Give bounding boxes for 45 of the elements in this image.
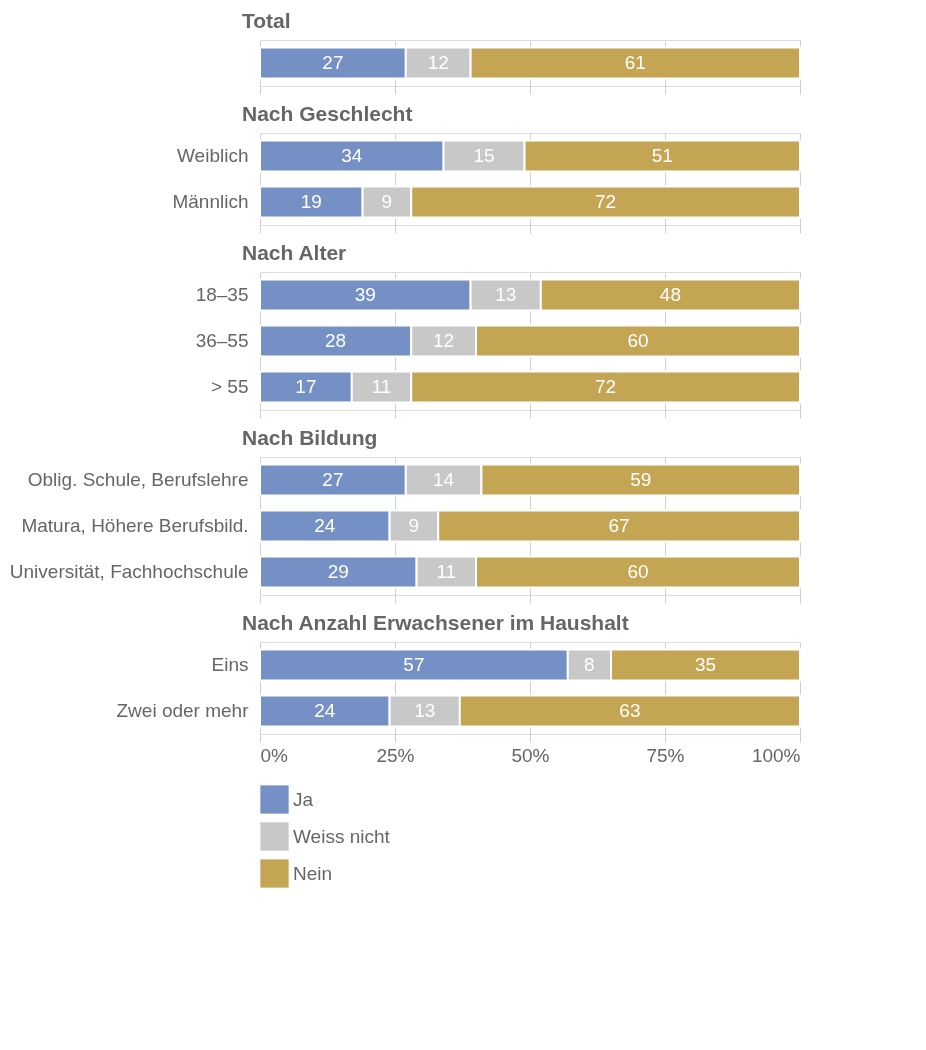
data-label: 29 [327,561,349,582]
data-label: 59 [630,469,652,490]
y-tick-label: 18–35 [195,284,249,305]
y-tick-label: Eins [211,654,249,675]
chart-title: Nach Geschlecht [242,102,413,125]
legend-label: Nein [293,862,333,884]
y-tick-label: Weiblich [177,145,249,166]
y-tick-label: Männlich [172,191,249,212]
chart-title: Nach Anzahl Erwachsener im Haushalt [242,611,629,634]
data-label: 60 [627,561,649,582]
data-label: 27 [322,469,344,490]
data-label: 51 [651,145,673,166]
data-label: 60 [627,330,649,351]
x-tick-label: 0% [260,744,289,766]
y-tick-label: Matura, Höhere Berufsbild. [21,515,249,536]
legend-label: Ja [293,788,314,810]
y-tick-label: 36–55 [195,330,249,351]
y-tick-label: Universität, Fachhochschule [9,561,249,582]
data-label: 24 [314,515,336,536]
data-label: 24 [314,700,336,721]
data-label: 57 [403,654,425,675]
data-label: 19 [300,191,322,212]
data-label: 27 [322,52,344,73]
data-label: 72 [595,376,617,397]
y-tick-label: > 55 [210,376,249,397]
chart-title: Nach Alter [242,241,347,264]
data-label: 67 [608,515,630,536]
x-tick-label: 75% [646,744,685,766]
data-label: 39 [354,284,376,305]
x-tick-label: 100% [751,744,801,766]
data-label: 17 [295,376,317,397]
y-tick-label: Oblig. Schule, Berufslehre [27,469,249,490]
chart-title: Total [242,9,291,32]
data-label: 63 [619,700,641,721]
data-label: 28 [325,330,347,351]
x-tick-label: 25% [376,744,415,766]
data-label: 35 [694,654,717,675]
data-label: 34 [341,145,363,166]
data-label: 48 [659,284,681,305]
chart-title: Nach Bildung [242,426,378,449]
legend-label: Weiss nicht [293,825,391,847]
data-label: 61 [624,52,646,73]
data-label: 72 [595,191,617,212]
x-tick-label: 50% [511,744,550,766]
y-tick-label: Zwei oder mehr [116,700,250,721]
